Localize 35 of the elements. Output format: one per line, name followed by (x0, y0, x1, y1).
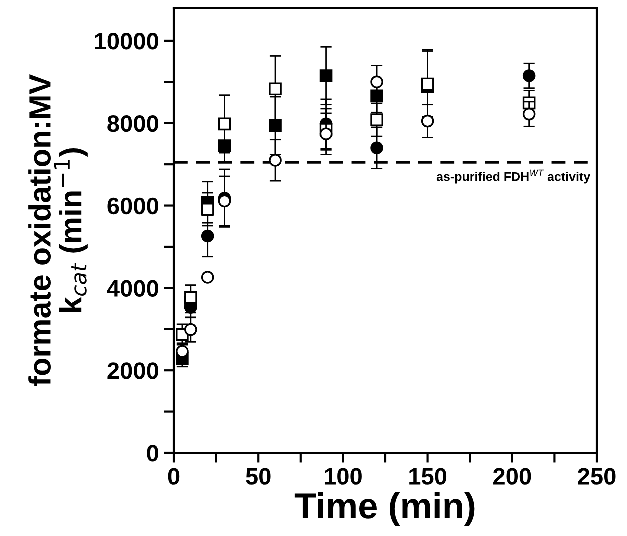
point (201, 230, 214, 243)
point (218, 194, 232, 208)
x-tick-label: 150 (410, 468, 447, 485)
point (370, 90, 384, 103)
ref-line-label: as-purified FDH$^{WT}$ activity (436, 170, 591, 184)
point (201, 271, 214, 284)
point (320, 70, 333, 82)
point (320, 128, 333, 140)
point (370, 114, 384, 126)
x-tick-label: 100 (324, 468, 362, 485)
point (370, 142, 384, 154)
point (201, 203, 214, 216)
x-tick-label: 50 (246, 468, 271, 485)
y-tick-label: 4000 (107, 280, 158, 297)
x-tick-label: 0 (168, 468, 180, 485)
point (269, 82, 282, 96)
y-tick-label: 10000 (95, 33, 158, 50)
point (522, 108, 536, 121)
point (269, 119, 282, 132)
x-axis-title: Time (min) (294, 492, 475, 526)
y-tick-label: 0 (147, 445, 158, 462)
point (184, 323, 198, 336)
point (421, 78, 434, 91)
point (522, 70, 536, 82)
point (269, 154, 282, 167)
y-tick-label: 2000 (108, 362, 158, 380)
point (184, 291, 198, 304)
point (370, 76, 384, 89)
y-axis-title: formate oxidation:MV k$_{cat}$ (min$^{−1}$) (28, 74, 88, 386)
y-tick-label: 8000 (108, 115, 158, 132)
y-tick-label: 6000 (108, 198, 158, 215)
point (218, 118, 232, 131)
point (421, 114, 434, 128)
x-tick-label: 200 (494, 468, 532, 485)
x-tick-label: 250 (578, 468, 616, 485)
